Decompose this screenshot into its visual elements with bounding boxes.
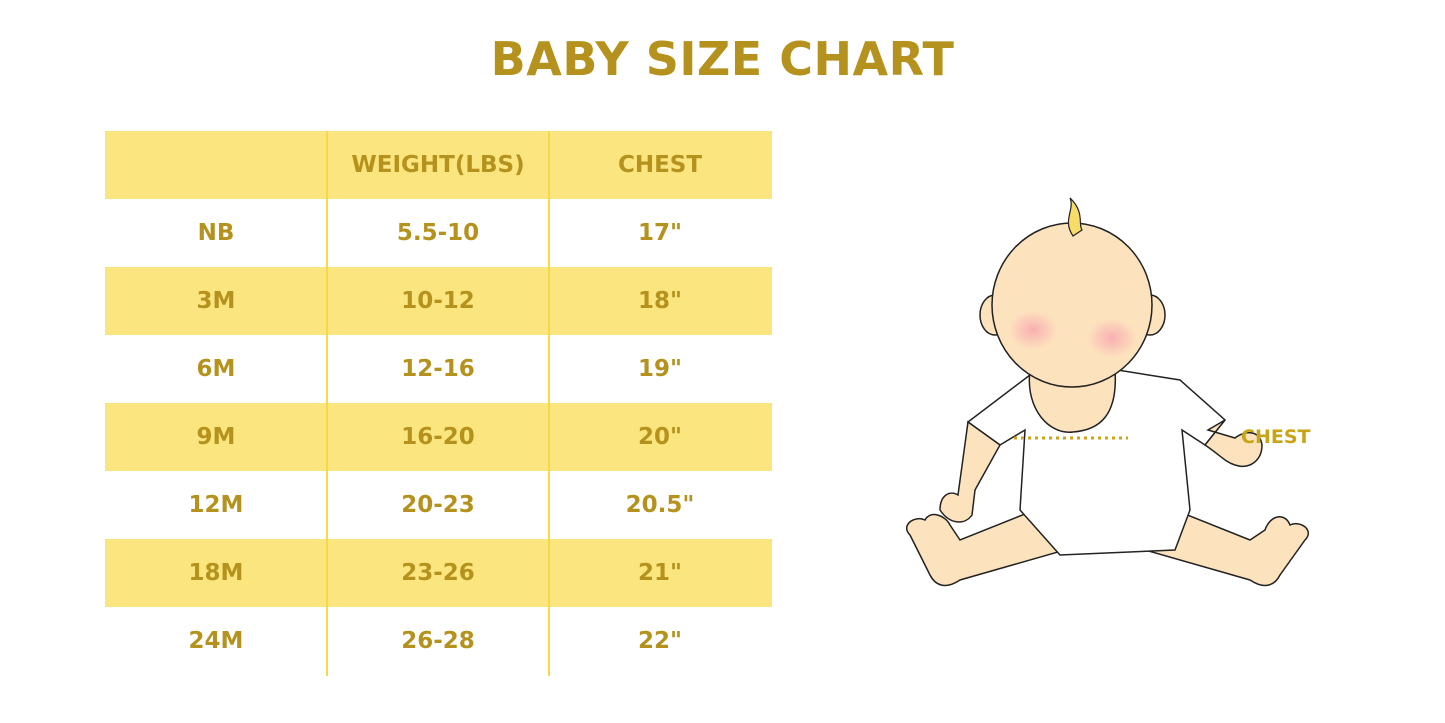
header-cell: [105, 131, 327, 199]
size-cell: 3M: [196, 288, 236, 314]
table-row: 24M 26-28 22": [105, 607, 772, 675]
size-cell: 9M: [196, 424, 236, 450]
weight-cell: 10-12: [401, 288, 475, 314]
blush: [1008, 310, 1058, 350]
table-row: 12M 20-23 20.5": [105, 471, 772, 539]
header-cell-chest: CHEST: [617, 152, 703, 178]
page-title: BABY SIZE CHART: [490, 32, 955, 86]
table-row: 6M 12-16 19": [105, 335, 772, 403]
chest-cell: 20.5": [625, 492, 695, 518]
blush: [1087, 318, 1137, 358]
chest-cell: 18": [638, 288, 682, 314]
weight-cell: 16-20: [401, 424, 475, 450]
size-cell: NB: [197, 220, 235, 246]
chest-cell: 20": [638, 424, 682, 450]
column-divider: [548, 131, 550, 676]
chest-cell: 17": [638, 220, 682, 246]
header-cell-weight: WEIGHT(LBS): [351, 152, 525, 178]
table-row: NB 5.5-10 17": [105, 199, 772, 267]
size-cell: 12M: [188, 492, 244, 518]
size-cell: 18M: [188, 560, 244, 586]
weight-cell: 5.5-10: [396, 220, 480, 246]
weight-cell: 26-28: [401, 628, 475, 654]
table-header-row: WEIGHT(LBS) CHEST: [105, 131, 772, 199]
table-row: 3M 10-12 18": [105, 267, 772, 335]
weight-cell: 12-16: [401, 356, 475, 382]
size-table: WEIGHT(LBS) CHEST NB 5.5-10 17" 3M 10-12…: [105, 131, 772, 676]
chest-cell: 22": [638, 628, 682, 654]
chest-cell: 21": [638, 560, 682, 586]
hair-curl: [1067, 197, 1083, 237]
table-row: 18M 23-26 21": [105, 539, 772, 607]
column-divider: [326, 131, 328, 676]
weight-cell: 23-26: [401, 560, 475, 586]
table-row: 9M 16-20 20": [105, 403, 772, 471]
size-cell: 24M: [188, 628, 244, 654]
chest-label: CHEST: [1241, 426, 1311, 448]
chest-cell: 19": [638, 356, 682, 382]
baby-illustration: [905, 197, 1310, 587]
size-cell: 6M: [196, 356, 236, 382]
weight-cell: 20-23: [401, 492, 475, 518]
